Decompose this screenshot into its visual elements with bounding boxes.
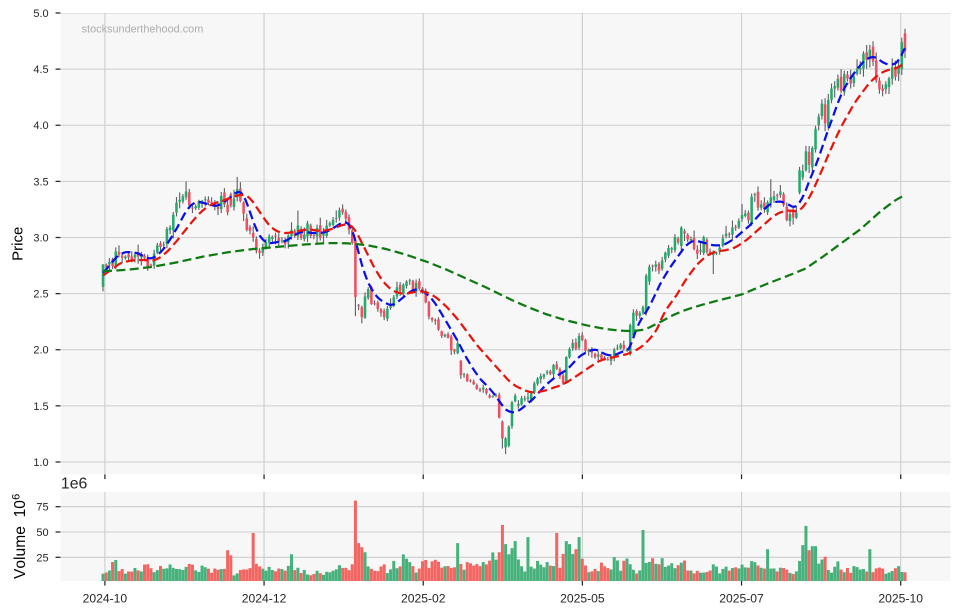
svg-text:4.5: 4.5: [33, 64, 48, 76]
svg-text:50: 50: [36, 527, 48, 539]
svg-text:2025-10: 2025-10: [878, 592, 923, 606]
svg-text:3.0: 3.0: [33, 232, 48, 244]
svg-text:4.0: 4.0: [33, 120, 48, 132]
svg-text:Price: Price: [10, 227, 27, 261]
svg-text:1e6: 1e6: [61, 475, 88, 492]
svg-text:1.0: 1.0: [33, 457, 48, 469]
svg-text:stocksunderthehood.com: stocksunderthehood.com: [82, 23, 204, 35]
svg-text:2024-12: 2024-12: [242, 592, 287, 606]
svg-text:1.5: 1.5: [33, 401, 48, 413]
svg-text:2.0: 2.0: [33, 345, 48, 357]
svg-text:2024-10: 2024-10: [83, 592, 128, 606]
svg-text:2025-07: 2025-07: [719, 592, 764, 606]
svg-text:75: 75: [36, 502, 48, 514]
svg-text:25: 25: [36, 552, 48, 564]
svg-text:2.5: 2.5: [33, 289, 48, 301]
svg-text:3.5: 3.5: [33, 176, 48, 188]
svg-text:2025-05: 2025-05: [560, 592, 605, 606]
svg-text:V o l u: V o l u m e 1 0 6: [5, 494, 30, 579]
svg-text:5.0: 5.0: [33, 8, 48, 20]
svg-text:2025-02: 2025-02: [401, 592, 446, 606]
